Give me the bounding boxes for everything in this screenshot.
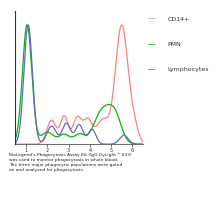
Text: —: — — [147, 66, 155, 74]
Text: PMN: PMN — [167, 42, 181, 47]
Text: BioLegend's Phagocytosis Assay Kit (IgG-DyLight™ 633)
was used to monitor phagoc: BioLegend's Phagocytosis Assay Kit (IgG-… — [9, 153, 131, 172]
Text: —: — — [147, 15, 155, 24]
Text: Lymphocytes: Lymphocytes — [167, 67, 209, 73]
Text: —: — — [147, 40, 155, 49]
Text: CD14+: CD14+ — [167, 17, 190, 22]
